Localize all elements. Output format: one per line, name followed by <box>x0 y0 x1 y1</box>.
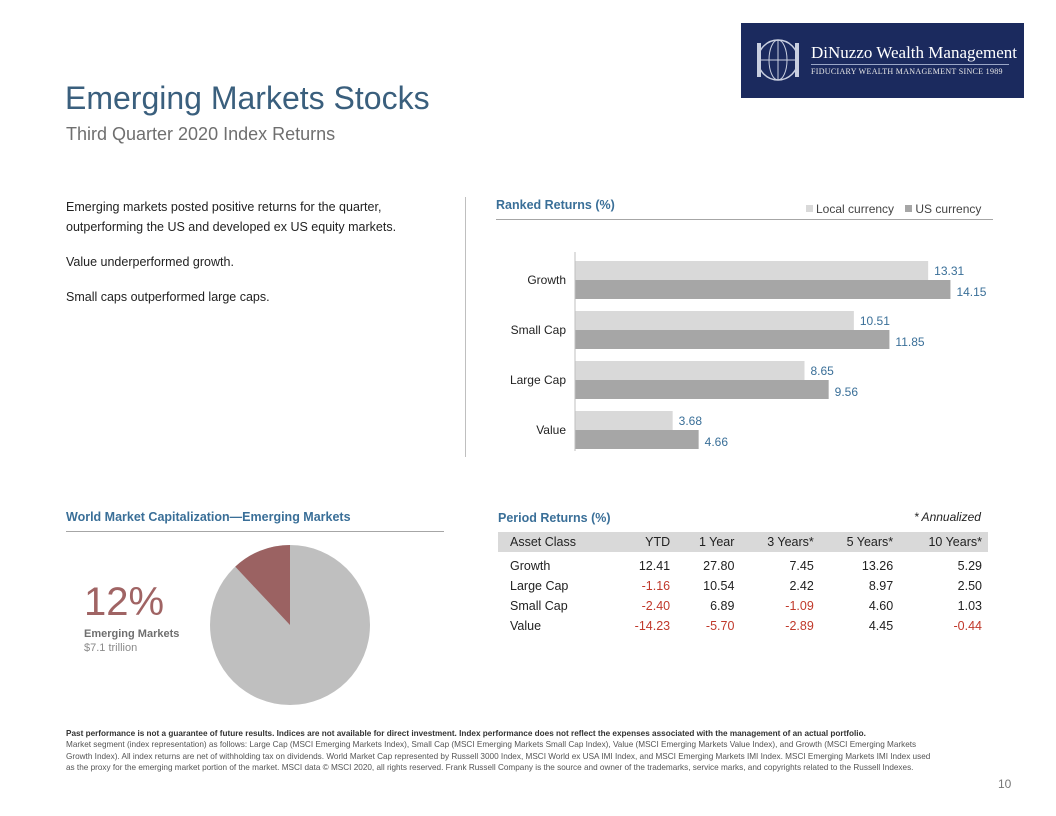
bar-us <box>575 380 829 399</box>
legend-label-us: US currency <box>915 202 982 216</box>
category-label: Large Cap <box>510 373 566 387</box>
logo-tagline: FIDUCIARY WEALTH MANAGEMENT SINCE 1989 <box>811 67 1003 76</box>
return-cell: 27.80 <box>703 559 735 573</box>
summary-text: Emerging markets posted positive returns… <box>66 197 446 322</box>
asset-class-cell: Value <box>510 619 542 633</box>
legend-swatch-us <box>905 205 913 213</box>
world-cap-heading: World Market Capitalization—Emerging Mar… <box>66 510 351 524</box>
return-cell: 8.97 <box>868 579 894 593</box>
world-cap-rule <box>66 531 444 532</box>
return-cell: 12.41 <box>638 559 671 573</box>
bar-value-label: 13.31 <box>934 264 964 278</box>
category-label: Value <box>536 423 566 437</box>
table-header-row: Asset Class YTD 1 Year 3 Years* 5 Years*… <box>498 532 988 552</box>
bar-value-label: 4.66 <box>705 435 729 449</box>
return-cell: 10.54 <box>703 579 735 593</box>
world-cap-pie <box>209 544 371 711</box>
asset-class-cell: Large Cap <box>510 579 569 593</box>
return-cell: 6.89 <box>710 599 735 613</box>
globe-columns-icon <box>757 39 799 81</box>
emerging-label: Emerging Markets <box>84 628 180 640</box>
disclaimer-bold: Past performance is not a guarantee of f… <box>66 729 866 738</box>
vertical-divider <box>465 197 466 457</box>
bar-value-label: 3.68 <box>679 414 703 428</box>
return-cell: 1.03 <box>957 599 982 613</box>
return-cell: -1.16 <box>641 579 671 593</box>
return-cell: 5.29 <box>957 559 982 573</box>
annualized-note: * Annualized <box>914 510 981 524</box>
logo-rule <box>811 64 1009 65</box>
bar-local <box>575 261 929 280</box>
bar-local <box>575 361 805 380</box>
disclaimer: Past performance is not a guarantee of f… <box>66 728 941 773</box>
table-header-cell: 3 Years* <box>740 532 820 552</box>
table-row: Value -14.23 -5.70 -2.89 4.45 -0.44 <box>498 616 988 636</box>
asset-class-cell: Small Cap <box>510 599 568 613</box>
bar-us <box>575 430 699 449</box>
return-cell: 7.45 <box>789 559 814 573</box>
bar-value-label: 10.51 <box>860 314 890 328</box>
legend-item-local: Local currency <box>806 202 894 216</box>
return-cell: -1.09 <box>785 599 814 613</box>
table-row: Large Cap -1.16 10.54 2.42 8.97 2.50 <box>498 576 988 596</box>
table-row: Small Cap -2.40 6.89 -1.09 4.60 1.03 <box>498 596 988 616</box>
table-header-cell: YTD <box>611 532 677 552</box>
disclaimer-text: Market segment (index representation) as… <box>66 740 931 772</box>
legend-label-local: Local currency <box>816 202 895 216</box>
ranked-returns-chart: Growth 13.31 14.15 Small Cap 10.51 11.85 Large… <box>510 252 987 451</box>
bar-value-label: 8.65 <box>811 364 835 378</box>
summary-paragraph: Value underperformed growth. <box>66 255 234 269</box>
page-subtitle: Third Quarter 2020 Index Returns <box>66 124 336 144</box>
return-cell: -5.70 <box>705 619 735 633</box>
logo-name: DiNuzzo Wealth Management <box>811 43 1018 62</box>
return-cell: -14.23 <box>634 619 671 633</box>
return-cell: 2.50 <box>957 579 982 593</box>
category-label: Small Cap <box>511 323 567 337</box>
return-cell: 2.42 <box>789 579 814 593</box>
legend-item-us: US currency <box>905 202 981 216</box>
table-header-cell: 1 Year <box>676 532 741 552</box>
return-cell: 4.45 <box>868 619 894 633</box>
bar-local <box>575 411 673 430</box>
summary-paragraph: Emerging markets posted positive returns… <box>66 200 397 234</box>
table-header-cell: Asset Class <box>498 532 612 552</box>
page-number: 10 <box>998 777 1012 791</box>
ranked-returns-rule <box>496 219 993 220</box>
period-returns-table: Asset Class YTD 1 Year 3 Years* 5 Years*… <box>498 532 988 636</box>
return-cell: 4.60 <box>868 599 894 613</box>
return-cell: 13.26 <box>861 559 894 573</box>
return-cell: -2.40 <box>641 599 671 613</box>
logo: DiNuzzo Wealth Management FIDUCIARY WEAL… <box>741 23 1024 98</box>
summary-paragraph: Small caps outperformed large caps. <box>66 290 270 304</box>
period-returns-heading: Period Returns (%) <box>498 511 611 525</box>
bar-value-label: 14.15 <box>956 285 986 299</box>
legend-swatch-local <box>806 205 813 213</box>
ranked-returns-heading: Ranked Returns (%) <box>496 198 615 212</box>
category-label: Growth <box>527 273 566 287</box>
bar-us <box>575 330 890 349</box>
emerging-percent: 12% <box>84 580 165 624</box>
bar-value-label: 11.85 <box>895 335 924 349</box>
bar-value-label: 9.56 <box>835 385 859 399</box>
table-header-cell: 5 Years* <box>819 532 900 552</box>
pie-slice-emerging <box>235 545 290 625</box>
page-title: Emerging Markets Stocks <box>65 80 430 116</box>
bar-us <box>575 280 951 299</box>
bar-local <box>575 311 854 330</box>
emerging-value: $7.1 trillion <box>84 642 138 654</box>
asset-class-cell: Growth <box>510 559 551 573</box>
chart-legend: Local currency US currency <box>806 202 989 216</box>
table-header-cell: 10 Years* <box>899 532 988 552</box>
table-row: Growth 12.41 27.80 7.45 13.26 5.29 <box>498 556 988 576</box>
return-cell: -0.44 <box>953 619 983 633</box>
return-cell: -2.89 <box>785 619 814 633</box>
